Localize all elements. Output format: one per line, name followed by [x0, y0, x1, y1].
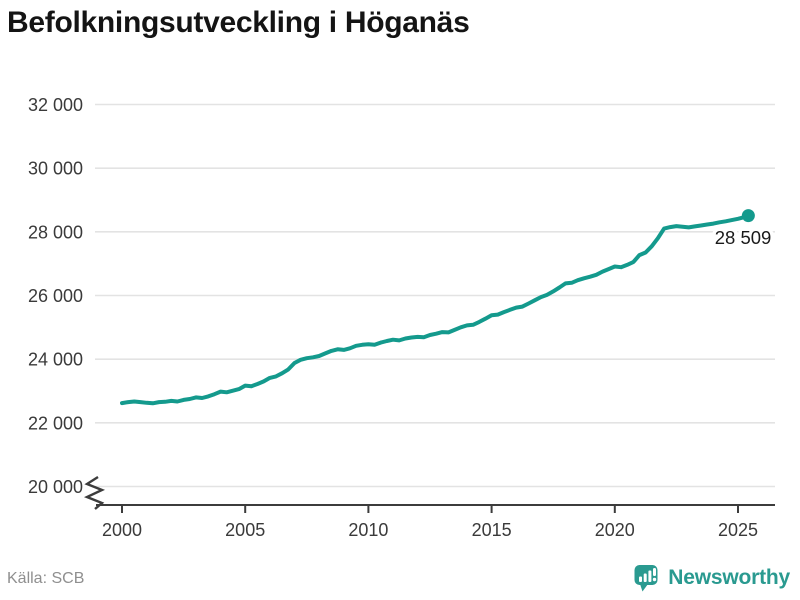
- brand-name: Newsworthy: [668, 566, 790, 589]
- y-tick-label: 22 000: [28, 413, 83, 433]
- y-tick-label: 26 000: [28, 286, 83, 306]
- y-tick-label: 28 000: [28, 222, 83, 242]
- y-tick-label: 32 000: [28, 95, 83, 115]
- y-tick-label: 24 000: [28, 350, 83, 370]
- y-tick-label: 30 000: [28, 159, 83, 179]
- page-title: Befolkningsutveckling i Höganäs: [7, 6, 470, 39]
- x-tick-label: 2010: [348, 520, 388, 540]
- last-value-label: 28 509: [715, 227, 772, 248]
- population-line: [120, 213, 751, 406]
- newsworthy-logo: Newsworthy: [633, 564, 790, 592]
- last-point-marker: [741, 209, 755, 223]
- x-tick-label: 2020: [595, 520, 635, 540]
- x-tick-label: 2025: [718, 520, 758, 540]
- x-tick-label: 2000: [102, 520, 142, 540]
- newsworthy-speech-bubble-chart-icon: [634, 565, 658, 592]
- source-note: Källa: SCB: [7, 570, 85, 587]
- y-tick-label: 20 000: [28, 477, 83, 497]
- x-tick-label: 2015: [472, 520, 512, 540]
- axis-break-icon: [83, 475, 106, 510]
- x-tick-label: 2005: [225, 520, 265, 540]
